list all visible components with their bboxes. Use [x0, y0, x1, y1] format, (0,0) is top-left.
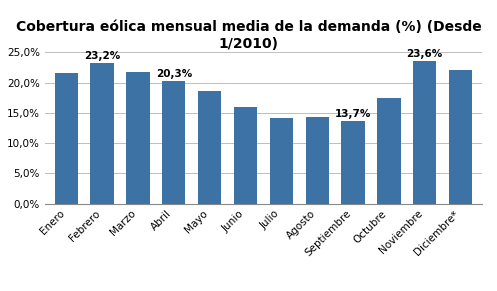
- Bar: [198, 91, 221, 204]
- Bar: [449, 70, 472, 204]
- Text: 23,2%: 23,2%: [84, 52, 120, 61]
- Bar: [341, 121, 365, 204]
- Bar: [162, 81, 185, 204]
- Bar: [126, 72, 150, 204]
- Bar: [306, 117, 329, 204]
- Bar: [377, 98, 401, 204]
- Text: 20,3%: 20,3%: [156, 69, 192, 79]
- Text: Cobertura eólica mensual media de la demanda (%) (Desde
1/2010): Cobertura eólica mensual media de la dem…: [15, 20, 482, 51]
- Bar: [234, 107, 257, 204]
- Text: 23,6%: 23,6%: [407, 49, 443, 59]
- Bar: [55, 73, 78, 204]
- Text: 13,7%: 13,7%: [335, 109, 371, 119]
- Bar: [270, 118, 293, 204]
- Bar: [413, 61, 436, 204]
- Bar: [90, 63, 114, 204]
